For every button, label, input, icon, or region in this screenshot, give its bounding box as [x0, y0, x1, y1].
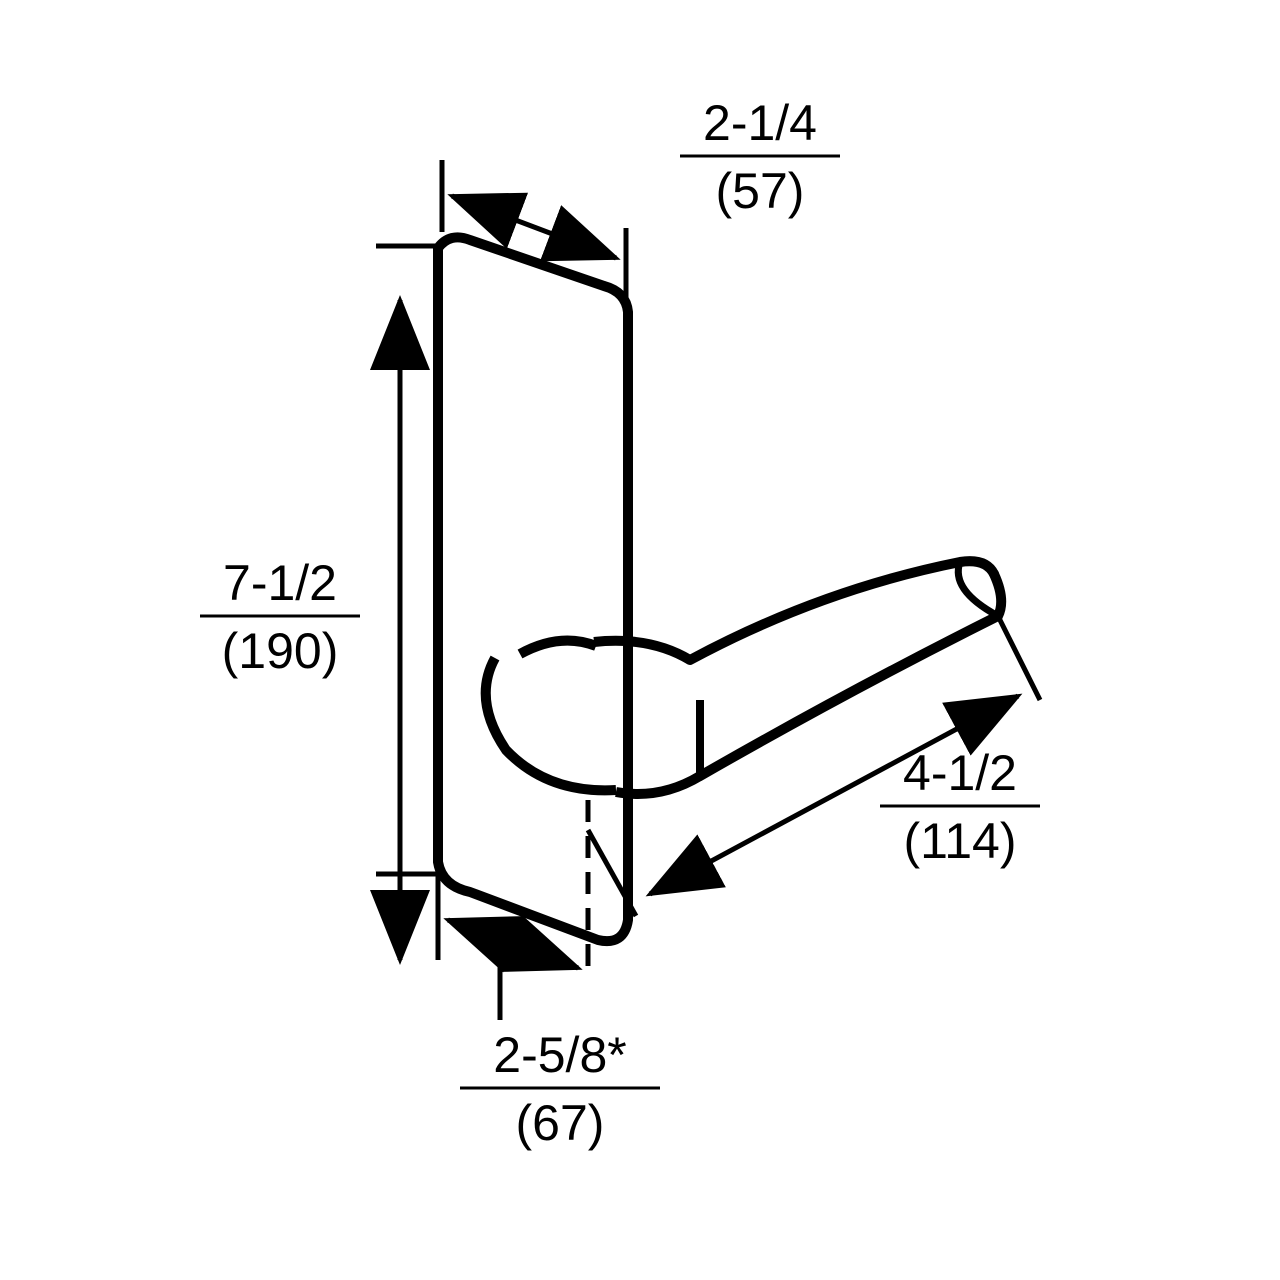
- svg-text:7-1/2: 7-1/2: [223, 555, 337, 611]
- svg-text:4-1/2: 4-1/2: [903, 745, 1017, 801]
- dim-lever-metric: (114): [903, 813, 1016, 869]
- dimension-height: 7-1/2 (190): [200, 246, 438, 960]
- svg-text:2-5/8*: 2-5/8*: [493, 1027, 626, 1083]
- dim-height-imperial: 7-1/2: [223, 555, 337, 611]
- dim-width-metric: (57): [716, 163, 805, 219]
- svg-text:(57): (57): [716, 163, 805, 219]
- escutcheon-plate: [438, 237, 628, 941]
- svg-text:2-1/4: 2-1/4: [703, 95, 817, 151]
- dimension-lever: 4-1/2 (114): [588, 616, 1040, 916]
- dim-backset-imperial: 2-5/8*: [493, 1027, 626, 1083]
- dimension-width: 2-1/4 (57): [442, 95, 840, 300]
- dimension-drawing: 2-1/4 (57) 7-1/2 (190) 4-1/2 (114) 2-5/8…: [0, 0, 1280, 1280]
- dim-width-imperial: 2-1/4: [703, 95, 817, 151]
- dim-lever-imperial: 4-1/2: [903, 745, 1017, 801]
- svg-text:(190): (190): [222, 623, 339, 679]
- svg-text:(67): (67): [516, 1095, 605, 1151]
- dim-backset-metric: (67): [516, 1095, 605, 1151]
- svg-text:(114): (114): [903, 813, 1016, 869]
- dim-height-metric: (190): [222, 623, 339, 679]
